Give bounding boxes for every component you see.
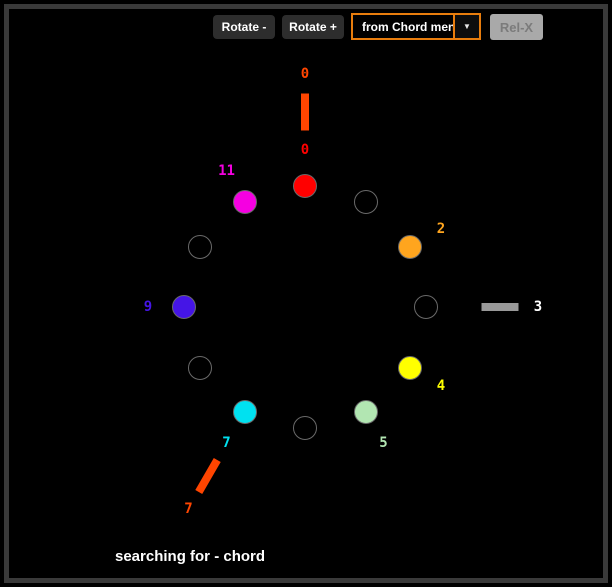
- status-text: searching for - chord: [115, 548, 266, 565]
- chord-marker-bar-3: [481, 303, 519, 311]
- pitch-node-8[interactable]: [188, 355, 213, 380]
- pitch-node-4[interactable]: [397, 355, 422, 380]
- chord-menu-dropdown[interactable]: from Chord men... ▼: [351, 13, 481, 40]
- pitch-node-10[interactable]: [188, 234, 213, 259]
- chord-marker-bar-0: [301, 93, 309, 131]
- pitch-node-label-11: 11: [218, 163, 235, 180]
- rotate-minus-button[interactable]: Rotate -: [213, 15, 275, 39]
- pitch-node-7[interactable]: [232, 399, 257, 424]
- rotate-plus-button[interactable]: Rotate +: [282, 15, 344, 39]
- pitch-node-2[interactable]: [397, 234, 422, 259]
- chevron-down-icon[interactable]: ▼: [453, 15, 479, 38]
- pitch-node-label-7: 7: [222, 434, 231, 451]
- chord-marker-label-3: 3: [533, 299, 543, 315]
- pitch-node-9[interactable]: [172, 295, 196, 319]
- pitch-node-label-4: 4: [436, 377, 446, 394]
- pitch-node-label-5: 5: [379, 434, 388, 451]
- pitch-node-label-0: 0: [300, 142, 310, 158]
- relx-button[interactable]: Rel-X: [490, 14, 543, 40]
- pitch-node-6[interactable]: [293, 416, 317, 440]
- chord-marker-label-0: 0: [300, 66, 310, 82]
- pitch-node-label-2: 2: [436, 220, 446, 237]
- pitch-node-0[interactable]: [293, 174, 317, 198]
- pitch-node-3[interactable]: [414, 295, 438, 319]
- app-frame: [4, 4, 608, 583]
- chord-menu-value: from Chord men...: [362, 19, 453, 34]
- pitch-node-11[interactable]: [232, 190, 257, 215]
- pitch-node-label-9: 9: [143, 299, 153, 315]
- chord-marker-label-7: 7: [184, 500, 193, 517]
- pitch-node-5[interactable]: [353, 399, 378, 424]
- pitch-node-1[interactable]: [353, 190, 378, 215]
